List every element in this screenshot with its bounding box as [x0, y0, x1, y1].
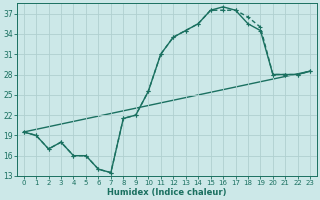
X-axis label: Humidex (Indice chaleur): Humidex (Indice chaleur) [107, 188, 227, 197]
